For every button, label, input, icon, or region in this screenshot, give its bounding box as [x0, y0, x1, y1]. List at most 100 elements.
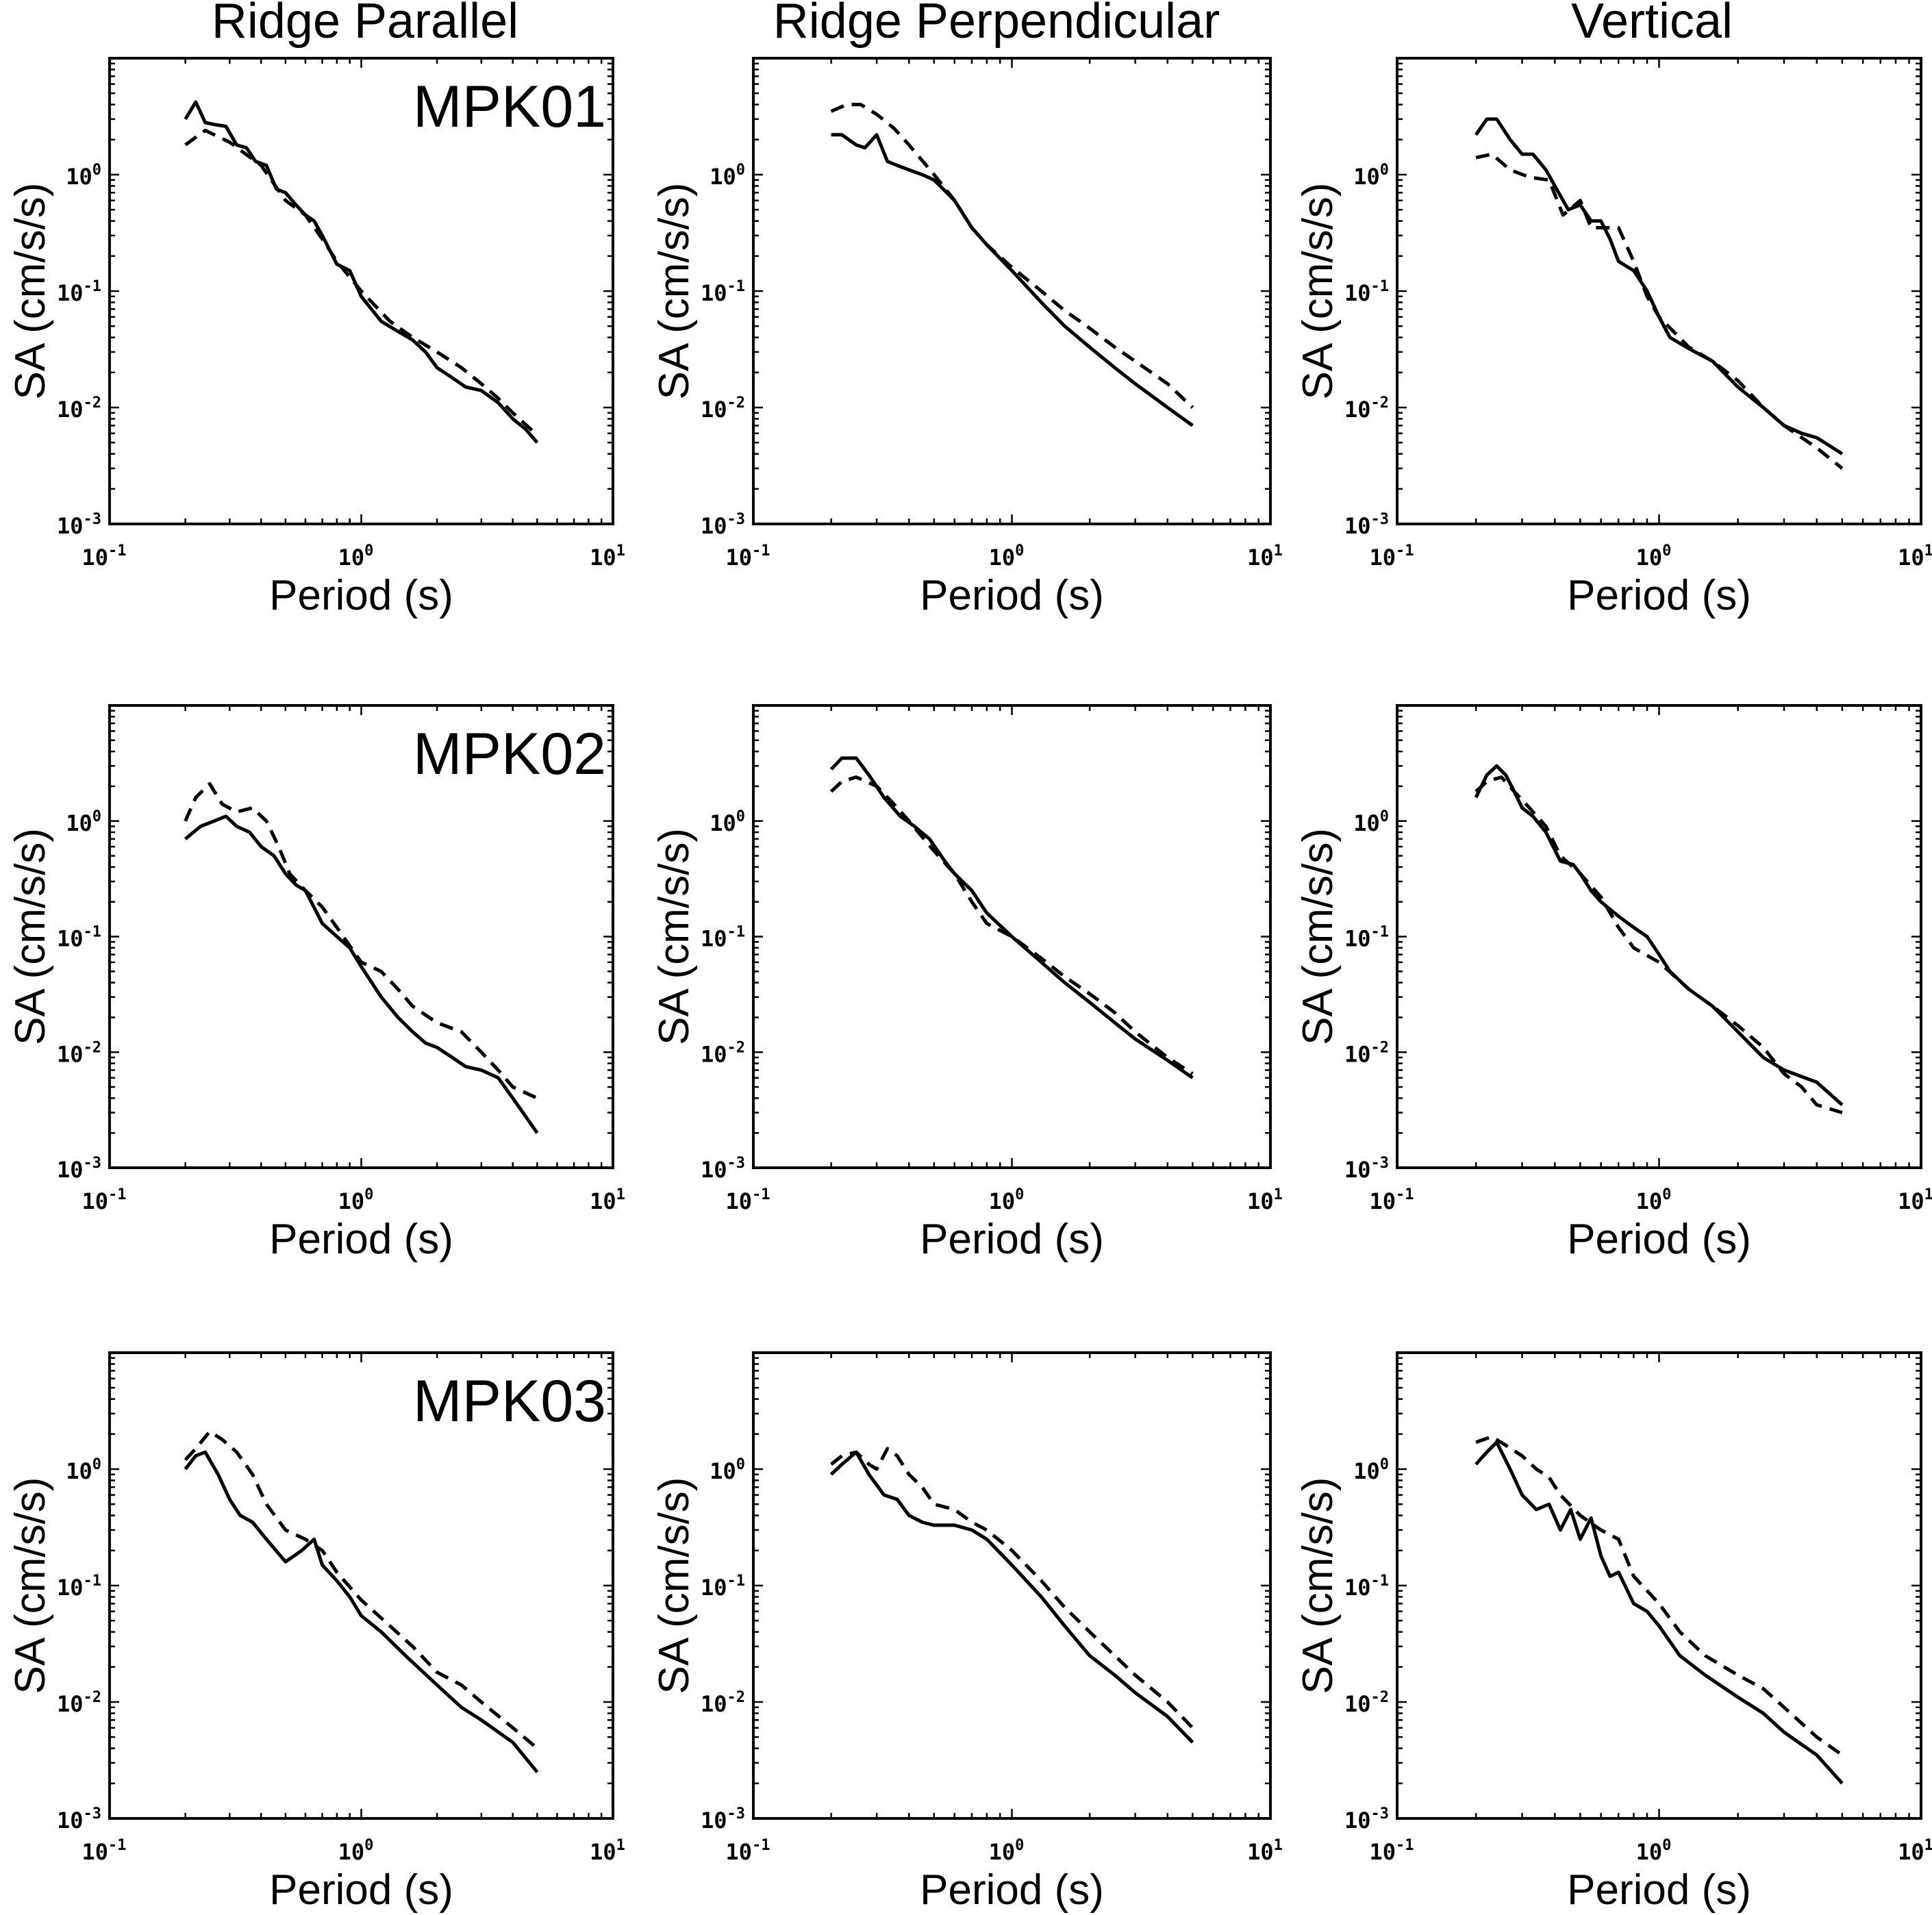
- x-axis-label: Period (s): [269, 1866, 453, 1914]
- y-tick-label: 10-2: [701, 1039, 745, 1067]
- y-axis-label: SA (cm/s/s): [7, 828, 54, 1045]
- x-tick-label: 101: [1247, 1837, 1283, 1865]
- solid-series-line: [184, 814, 539, 1134]
- x-axis-label: Period (s): [920, 572, 1104, 619]
- y-tick-label: 10-1: [701, 924, 745, 952]
- station-label: MPK03: [413, 1368, 606, 1434]
- y-tick-label: 10-1: [1344, 1573, 1389, 1601]
- y-tick-label: 10-3: [701, 1805, 745, 1833]
- y-tick-label: 100: [1353, 162, 1389, 190]
- y-tick-label: 10-3: [1344, 1155, 1389, 1183]
- y-axis-label: SA (cm/s/s): [651, 183, 698, 400]
- y-axis-label: SA (cm/s/s): [7, 1477, 54, 1694]
- x-tick-label: 100: [989, 542, 1025, 571]
- y-tick-label: 10-3: [701, 1155, 745, 1183]
- x-tick-label: 101: [1247, 1186, 1283, 1214]
- x-axis-label: Period (s): [920, 1216, 1104, 1263]
- dashed-series-line: [830, 103, 1194, 409]
- column-title-ridge-perpendicular: Ridge Perpendicular: [773, 0, 1220, 49]
- y-tick-label: 10-1: [701, 1573, 745, 1601]
- y-axis-label: SA (cm/s/s): [651, 1477, 698, 1694]
- y-tick-label: 10-3: [1344, 511, 1389, 539]
- y-tick-label: 100: [710, 808, 745, 836]
- y-tick-label: 10-1: [57, 1573, 101, 1601]
- x-tick-label: 10-1: [81, 542, 126, 571]
- x-tick-label: 101: [590, 542, 625, 571]
- dashed-series-line: [1475, 1435, 1844, 1757]
- solid-series-line: [831, 133, 1194, 427]
- y-tick-label: 10-1: [701, 278, 745, 306]
- x-tick-label: 100: [989, 1186, 1025, 1214]
- station-label: MPK01: [413, 74, 606, 140]
- x-tick-label: 101: [590, 1837, 625, 1865]
- x-tick-label: 10-1: [1369, 542, 1414, 571]
- x-tick-label: 100: [338, 542, 374, 571]
- x-tick-label: 100: [989, 1837, 1025, 1865]
- column-title-ridge-parallel: Ridge Parallel: [212, 0, 518, 49]
- y-axis-label: SA (cm/s/s): [1294, 1477, 1342, 1694]
- axes-frame: [1396, 1351, 1922, 1820]
- x-tick-label: 10-1: [725, 1186, 770, 1214]
- x-axis-label: Period (s): [1567, 1216, 1751, 1263]
- y-tick-label: 10-1: [57, 924, 101, 952]
- dashed-series-line: [830, 1447, 1194, 1729]
- axes-frame: [1396, 57, 1922, 525]
- x-axis-label: Period (s): [1567, 1866, 1751, 1914]
- x-tick-label: 100: [1636, 542, 1672, 571]
- station-label: MPK02: [413, 721, 606, 787]
- dashed-series-line: [184, 1429, 539, 1750]
- x-tick-label: 100: [1636, 1837, 1672, 1865]
- y-tick-label: 10-2: [57, 395, 101, 423]
- x-tick-label: 10-1: [725, 542, 770, 571]
- x-tick-label: 100: [338, 1186, 374, 1214]
- x-tick-label: 10-1: [1369, 1837, 1414, 1865]
- dashed-series-line: [184, 781, 538, 1100]
- x-tick-label: 101: [590, 1186, 625, 1214]
- x-tick-label: 101: [1898, 1837, 1932, 1865]
- solid-series-line: [829, 756, 1194, 1079]
- y-axis-label: SA (cm/s/s): [7, 183, 54, 400]
- dashed-series-line: [829, 775, 1194, 1075]
- solid-series-line: [1475, 117, 1844, 455]
- y-tick-label: 10-3: [701, 511, 745, 539]
- dashed-series-line: [184, 128, 539, 437]
- x-tick-label: 101: [1898, 1186, 1932, 1214]
- x-tick-label: 100: [1636, 1186, 1672, 1214]
- y-tick-label: 100: [66, 1456, 101, 1484]
- y-tick-label: 100: [710, 162, 745, 190]
- y-tick-label: 10-2: [57, 1039, 101, 1067]
- y-tick-label: 100: [66, 162, 101, 190]
- y-tick-label: 10-1: [57, 278, 101, 306]
- x-tick-label: 101: [1247, 542, 1283, 571]
- y-tick-label: 10-3: [1344, 1805, 1389, 1833]
- y-axis-label: SA (cm/s/s): [1294, 183, 1342, 400]
- y-tick-label: 10-2: [701, 1689, 745, 1717]
- solid-series-line: [1475, 1440, 1844, 1785]
- axes-frame: [1396, 704, 1922, 1169]
- y-tick-label: 10-2: [1344, 1039, 1389, 1067]
- axes-frame: [752, 57, 1272, 525]
- y-tick-label: 100: [66, 808, 101, 836]
- y-tick-label: 10-3: [57, 511, 101, 539]
- y-tick-label: 10-1: [1344, 278, 1389, 306]
- y-tick-label: 10-1: [1344, 924, 1389, 952]
- y-tick-label: 10-2: [1344, 395, 1389, 423]
- y-tick-label: 100: [1353, 1456, 1389, 1484]
- y-tick-label: 10-2: [57, 1689, 101, 1717]
- y-axis-label: SA (cm/s/s): [1294, 828, 1342, 1045]
- y-tick-label: 100: [710, 1456, 745, 1484]
- x-tick-label: 10-1: [81, 1837, 126, 1865]
- solid-series-line: [829, 1450, 1194, 1744]
- x-axis-label: Period (s): [269, 572, 453, 619]
- x-axis-label: Period (s): [1567, 572, 1751, 619]
